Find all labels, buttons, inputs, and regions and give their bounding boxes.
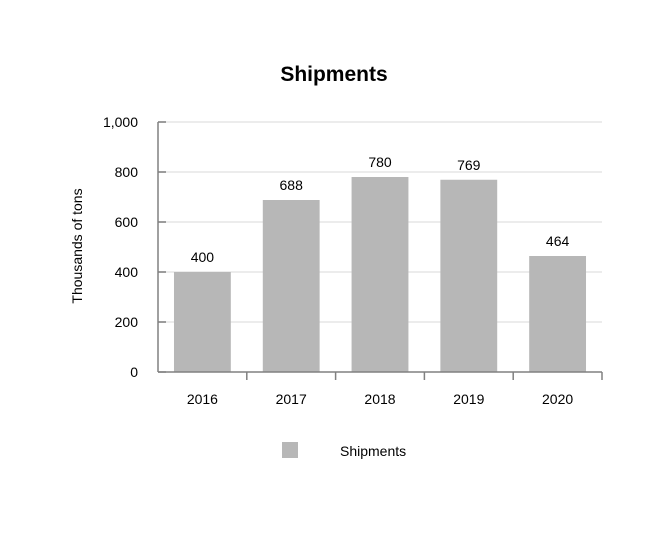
x-tick-label: 2020 xyxy=(542,391,573,407)
x-tick-label: 2019 xyxy=(453,391,484,407)
y-axis-label: Thousands of tons xyxy=(69,188,85,303)
data-label: 464 xyxy=(546,233,570,249)
x-tick-label: 2016 xyxy=(187,391,218,407)
bars xyxy=(173,177,587,372)
bar xyxy=(351,177,409,372)
data-label: 688 xyxy=(280,177,304,193)
y-tick-label: 200 xyxy=(115,314,139,330)
bar xyxy=(529,256,587,372)
y-tick-label: 600 xyxy=(115,214,139,230)
data-label: 780 xyxy=(368,154,392,170)
labels: 0 200 400 600 800 1,000 400 2016 688 2017 780 2018 7… xyxy=(103,114,573,407)
bar xyxy=(173,272,231,372)
bar xyxy=(440,179,498,372)
y-tick-label: 800 xyxy=(115,164,139,180)
y-tick-label: 1,000 xyxy=(103,114,138,130)
legend: Shipments xyxy=(282,442,406,459)
y-tick-label: 0 xyxy=(130,364,138,380)
data-label: 769 xyxy=(457,157,481,173)
x-tick-label: 2017 xyxy=(276,391,307,407)
y-tick-label: 400 xyxy=(115,264,139,280)
data-label: 400 xyxy=(191,249,215,265)
x-tick-label: 2018 xyxy=(364,391,395,407)
bar xyxy=(262,200,320,372)
axes xyxy=(157,121,603,380)
chart-title: Shipments xyxy=(280,63,387,86)
legend-label: Shipments xyxy=(340,443,406,459)
legend-swatch xyxy=(282,442,298,458)
